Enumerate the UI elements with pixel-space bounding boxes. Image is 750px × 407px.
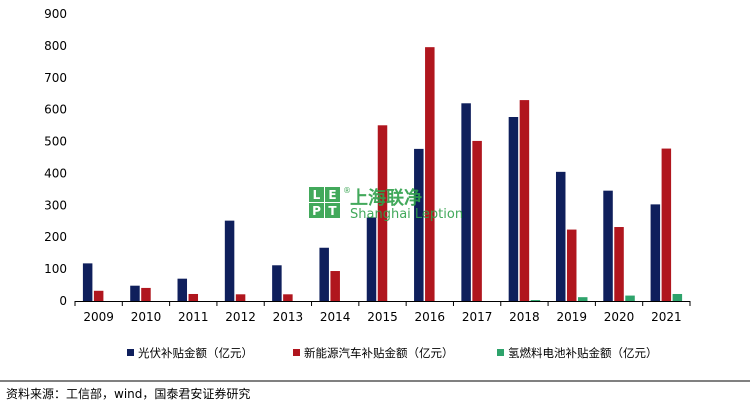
y-tick-label: 100 xyxy=(44,262,67,276)
x-tick-label: 2017 xyxy=(462,310,493,324)
y-tick-label: 500 xyxy=(44,135,67,149)
bar-pv-2016 xyxy=(414,148,424,301)
bar-hydrogen-2020 xyxy=(625,295,635,301)
bar-pv-2017 xyxy=(461,103,471,302)
y-tick-label: 300 xyxy=(44,198,67,212)
bar-nev-2019 xyxy=(566,229,577,301)
legend-swatch-nev xyxy=(293,349,300,356)
source-note: 资料来源：工信部，wind，国泰君安证券研究 xyxy=(6,386,250,401)
bar-pv-2012 xyxy=(224,220,235,301)
y-tick-label: 200 xyxy=(44,230,67,244)
bar-nev-2017 xyxy=(472,140,482,301)
x-tick-label: 2018 xyxy=(509,310,540,324)
x-tick-label: 2014 xyxy=(320,310,351,324)
legend-swatch-hydrogen xyxy=(497,349,504,356)
legend-label-hydrogen: 氢燃料电池补贴金额（亿元） xyxy=(508,346,658,360)
y-tick-label: 0 xyxy=(59,294,67,308)
watermark-cn-text: 上海联净 xyxy=(350,187,422,209)
bar-nev-2009 xyxy=(93,290,104,301)
bar-nev-2012 xyxy=(235,294,246,301)
watermark-registered: ® xyxy=(343,186,351,195)
y-tick-label: 900 xyxy=(44,7,67,21)
bar-pv-2009 xyxy=(82,263,93,301)
bar-hydrogen-2021 xyxy=(672,293,683,301)
legend-label-pv: 光伏补贴金额（亿元） xyxy=(138,346,253,360)
x-tick-label: 2020 xyxy=(604,310,635,324)
bar-hydrogen-2018 xyxy=(530,300,541,301)
watermark-letter-p: P xyxy=(312,204,321,218)
bar-nev-2018 xyxy=(519,100,530,301)
bar-nev-2010 xyxy=(141,287,151,301)
x-tick-label: 2013 xyxy=(273,310,304,324)
x-tick-label: 2012 xyxy=(225,310,256,324)
bar-nev-2013 xyxy=(283,294,293,301)
bar-pv-2011 xyxy=(177,278,188,301)
bar-nev-2016 xyxy=(425,47,435,301)
x-tick-label: 2009 xyxy=(83,310,114,324)
y-tick-label: 700 xyxy=(44,71,67,85)
x-tick-label: 2015 xyxy=(367,310,398,324)
bar-nev-2020 xyxy=(614,227,624,301)
bar-hydrogen-2019 xyxy=(577,297,588,301)
bar-pv-2018 xyxy=(508,117,519,301)
bar-nev-2015 xyxy=(377,125,388,301)
y-tick-layer: 0 100 200 300 400 500 600 700 800 900 xyxy=(44,7,67,308)
bar-pv-2015 xyxy=(366,217,377,301)
x-tick-label: 2021 xyxy=(651,310,682,324)
legend-swatch-pv xyxy=(127,349,134,356)
y-tick-label: 600 xyxy=(44,103,67,117)
watermark-letter-l: L xyxy=(313,188,321,202)
legend: 光伏补贴金额（亿元） 新能源汽车补贴金额（亿元） 氢燃料电池补贴金额（亿元） xyxy=(127,346,658,360)
bar-nev-2011 xyxy=(188,293,199,301)
bar-pv-2021 xyxy=(650,204,661,301)
bar-pv-2014 xyxy=(319,247,329,301)
watermark-letter-t: T xyxy=(328,204,337,218)
x-tick-label: 2011 xyxy=(178,310,209,324)
x-tick-layer: 2009 2010 2011 2012 2013 2014 2015 2016 2017 2018… xyxy=(74,301,691,324)
x-tick-label: 2019 xyxy=(556,310,587,324)
bar-pv-2019 xyxy=(555,171,566,301)
x-tick-label: 2016 xyxy=(415,310,446,324)
bar-pv-2013 xyxy=(272,265,282,301)
watermark-logo: L E P T ® 上海联净 Shanghai Leption xyxy=(309,186,463,222)
y-tick-label: 800 xyxy=(44,39,67,53)
bar-nev-2021 xyxy=(661,148,672,301)
legend-label-nev: 新能源汽车补贴金额（亿元） xyxy=(304,346,454,360)
watermark-letter-e: E xyxy=(328,188,336,202)
watermark-en-text: Shanghai Leption xyxy=(350,207,463,222)
y-tick-label: 400 xyxy=(44,166,67,180)
bars-layer xyxy=(82,47,683,302)
x-tick-label: 2010 xyxy=(131,310,162,324)
bar-pv-2010 xyxy=(130,285,140,301)
bar-nev-2014 xyxy=(330,271,340,301)
bar-pv-2020 xyxy=(603,190,613,301)
